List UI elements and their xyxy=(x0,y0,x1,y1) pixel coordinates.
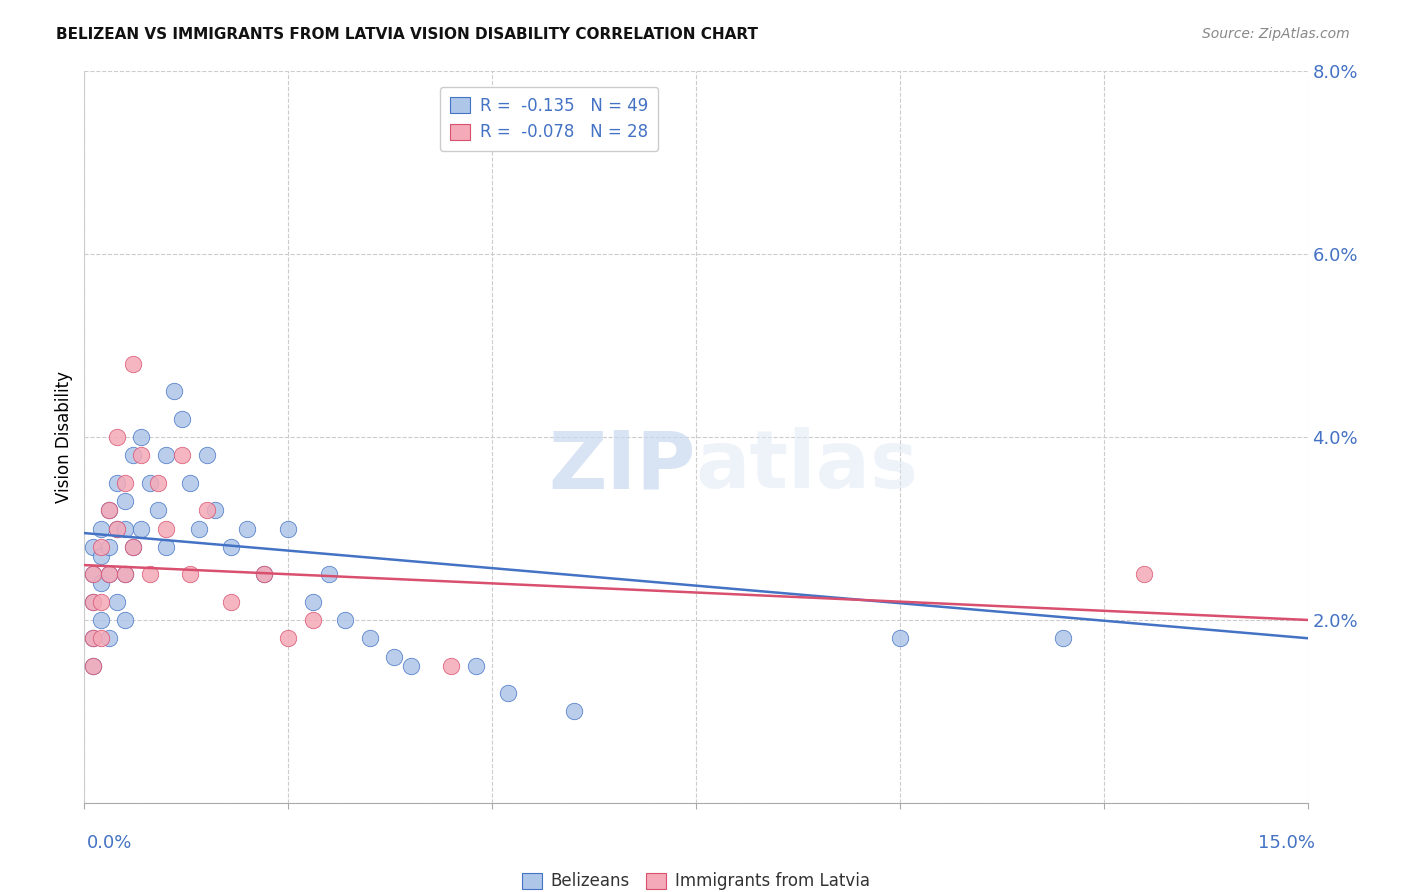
Legend: Belizeans, Immigrants from Latvia: Belizeans, Immigrants from Latvia xyxy=(516,865,876,892)
Point xyxy=(90,613,112,627)
Point xyxy=(97,503,120,517)
Point xyxy=(179,475,201,490)
Point xyxy=(82,594,104,608)
Point xyxy=(82,632,104,646)
Point xyxy=(179,567,201,582)
Point xyxy=(82,632,104,646)
Text: ZIP: ZIP xyxy=(548,427,696,506)
Point xyxy=(97,540,120,554)
Point xyxy=(105,594,128,608)
Point xyxy=(82,658,104,673)
Point xyxy=(146,503,169,517)
Point xyxy=(105,521,128,535)
Point xyxy=(122,540,145,554)
Point xyxy=(97,567,120,582)
Point xyxy=(97,503,120,517)
Point xyxy=(301,613,323,627)
Point xyxy=(1052,632,1074,646)
Point xyxy=(155,521,177,535)
Point xyxy=(889,632,911,646)
Point xyxy=(114,475,136,490)
Point xyxy=(359,632,381,646)
Point xyxy=(399,658,422,673)
Text: 15.0%: 15.0% xyxy=(1257,834,1315,852)
Point xyxy=(1133,567,1156,582)
Point xyxy=(131,521,153,535)
Point xyxy=(82,594,104,608)
Point xyxy=(219,540,242,554)
Point xyxy=(219,594,242,608)
Point xyxy=(253,567,276,582)
Point xyxy=(122,540,145,554)
Point xyxy=(97,567,120,582)
Point xyxy=(498,686,520,700)
Point xyxy=(82,658,104,673)
Point xyxy=(114,567,136,582)
Point xyxy=(105,521,128,535)
Point xyxy=(195,503,218,517)
Point xyxy=(146,475,169,490)
Point xyxy=(105,475,128,490)
Y-axis label: Vision Disability: Vision Disability xyxy=(55,371,73,503)
Point xyxy=(114,567,136,582)
Point xyxy=(464,658,486,673)
Point xyxy=(97,632,120,646)
Point xyxy=(440,658,463,673)
Point xyxy=(122,449,145,463)
Point xyxy=(90,549,112,563)
Point xyxy=(90,576,112,591)
Point xyxy=(172,412,194,426)
Point xyxy=(301,594,323,608)
Point xyxy=(114,494,136,508)
Point xyxy=(204,503,226,517)
Point xyxy=(277,521,299,535)
Point xyxy=(82,567,104,582)
Point xyxy=(90,594,112,608)
Point xyxy=(195,449,218,463)
Point xyxy=(82,567,104,582)
Point xyxy=(187,521,209,535)
Point xyxy=(335,613,357,627)
Point xyxy=(253,567,276,582)
Point xyxy=(172,449,194,463)
Point xyxy=(90,521,112,535)
Point xyxy=(82,540,104,554)
Text: Source: ZipAtlas.com: Source: ZipAtlas.com xyxy=(1202,27,1350,41)
Point xyxy=(114,521,136,535)
Point xyxy=(318,567,340,582)
Point xyxy=(105,430,128,444)
Point xyxy=(90,540,112,554)
Text: 0.0%: 0.0% xyxy=(87,834,132,852)
Point xyxy=(155,449,177,463)
Point xyxy=(382,649,405,664)
Text: atlas: atlas xyxy=(696,427,920,506)
Point xyxy=(131,430,153,444)
Point xyxy=(236,521,259,535)
Point xyxy=(90,632,112,646)
Point xyxy=(163,384,186,399)
Point xyxy=(138,475,160,490)
Point xyxy=(277,632,299,646)
Point xyxy=(138,567,160,582)
Point xyxy=(122,357,145,371)
Text: BELIZEAN VS IMMIGRANTS FROM LATVIA VISION DISABILITY CORRELATION CHART: BELIZEAN VS IMMIGRANTS FROM LATVIA VISIO… xyxy=(56,27,758,42)
Point xyxy=(562,705,585,719)
Point xyxy=(155,540,177,554)
Point xyxy=(114,613,136,627)
Point xyxy=(131,449,153,463)
